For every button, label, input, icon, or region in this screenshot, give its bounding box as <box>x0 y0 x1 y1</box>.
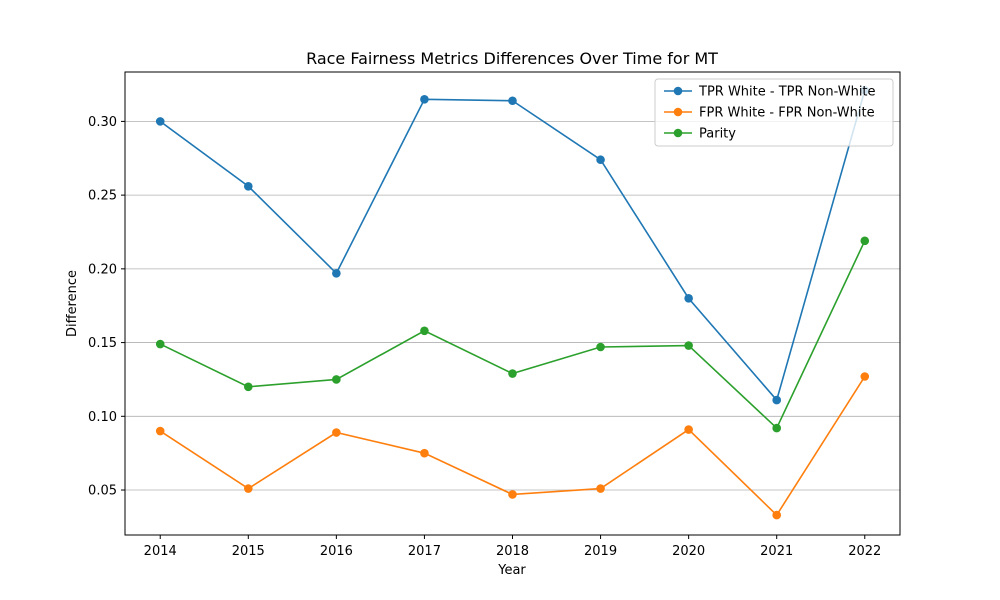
data-point <box>508 369 517 378</box>
data-point <box>332 375 341 384</box>
legend-label: Parity <box>699 127 736 142</box>
data-point <box>420 448 429 458</box>
y-tick-label: 0.20 <box>88 262 117 277</box>
x-tick-label: 2020 <box>672 544 705 559</box>
data-point <box>860 372 870 381</box>
data-point <box>596 484 605 493</box>
x-tick-label: 2017 <box>408 544 441 559</box>
y-axis-label: Difference <box>65 270 80 337</box>
legend: TPR White - TPR Non-White FPR White - FPR… <box>654 78 894 147</box>
data-point <box>332 268 341 278</box>
data-point <box>508 96 517 106</box>
data-point <box>772 510 782 520</box>
data-point <box>243 382 253 392</box>
x-tick-label: 2018 <box>496 544 529 559</box>
x-axis-label: Year <box>497 563 526 578</box>
data-point <box>684 425 693 434</box>
x-tick-label: 2014 <box>144 544 177 559</box>
legend-label: TPR White - TPR Non-White <box>698 85 876 100</box>
series-layer <box>155 86 870 520</box>
series-2 <box>155 372 870 520</box>
data-point <box>596 342 605 352</box>
data-point <box>684 294 693 303</box>
x-tick-label: 2019 <box>584 544 617 559</box>
x-tick-label: 2016 <box>320 544 353 559</box>
data-point <box>155 117 165 126</box>
data-point <box>772 395 782 405</box>
legend-box <box>654 78 894 147</box>
data-point <box>155 426 165 436</box>
legend-marker <box>673 128 683 138</box>
grid-lines <box>125 120 900 491</box>
data-point <box>684 341 693 350</box>
y-axis: 0.05 0.10 0.15 0.20 0.25 0.30 <box>88 115 125 499</box>
x-tick-label: 2015 <box>232 544 265 559</box>
data-point <box>332 428 341 437</box>
x-axis: 2014 2015 2016 2017 2018 2019 2020 2021 2022 <box>144 535 881 559</box>
data-point <box>860 236 870 246</box>
data-point <box>596 155 605 165</box>
y-tick-label: 0.25 <box>88 189 117 204</box>
data-point <box>420 326 429 336</box>
data-point <box>420 94 429 104</box>
y-tick-label: 0.15 <box>88 336 117 351</box>
x-tick-label: 2021 <box>760 544 793 559</box>
data-point <box>155 339 165 349</box>
y-tick-label: 0.10 <box>88 410 117 425</box>
data-point <box>243 484 253 493</box>
data-point <box>243 181 253 191</box>
legend-marker <box>673 107 683 117</box>
x-tick-label: 2022 <box>848 544 881 559</box>
chart-title: Race Fairness Metrics Differences Over T… <box>306 49 718 68</box>
y-tick-label: 0.05 <box>88 484 117 499</box>
data-point <box>772 423 782 433</box>
series-3 <box>155 236 870 433</box>
legend-label: FPR White - FPR Non-White <box>699 106 875 121</box>
y-tick-label: 0.30 <box>88 115 117 130</box>
data-point <box>508 490 517 499</box>
legend-marker <box>673 86 683 96</box>
